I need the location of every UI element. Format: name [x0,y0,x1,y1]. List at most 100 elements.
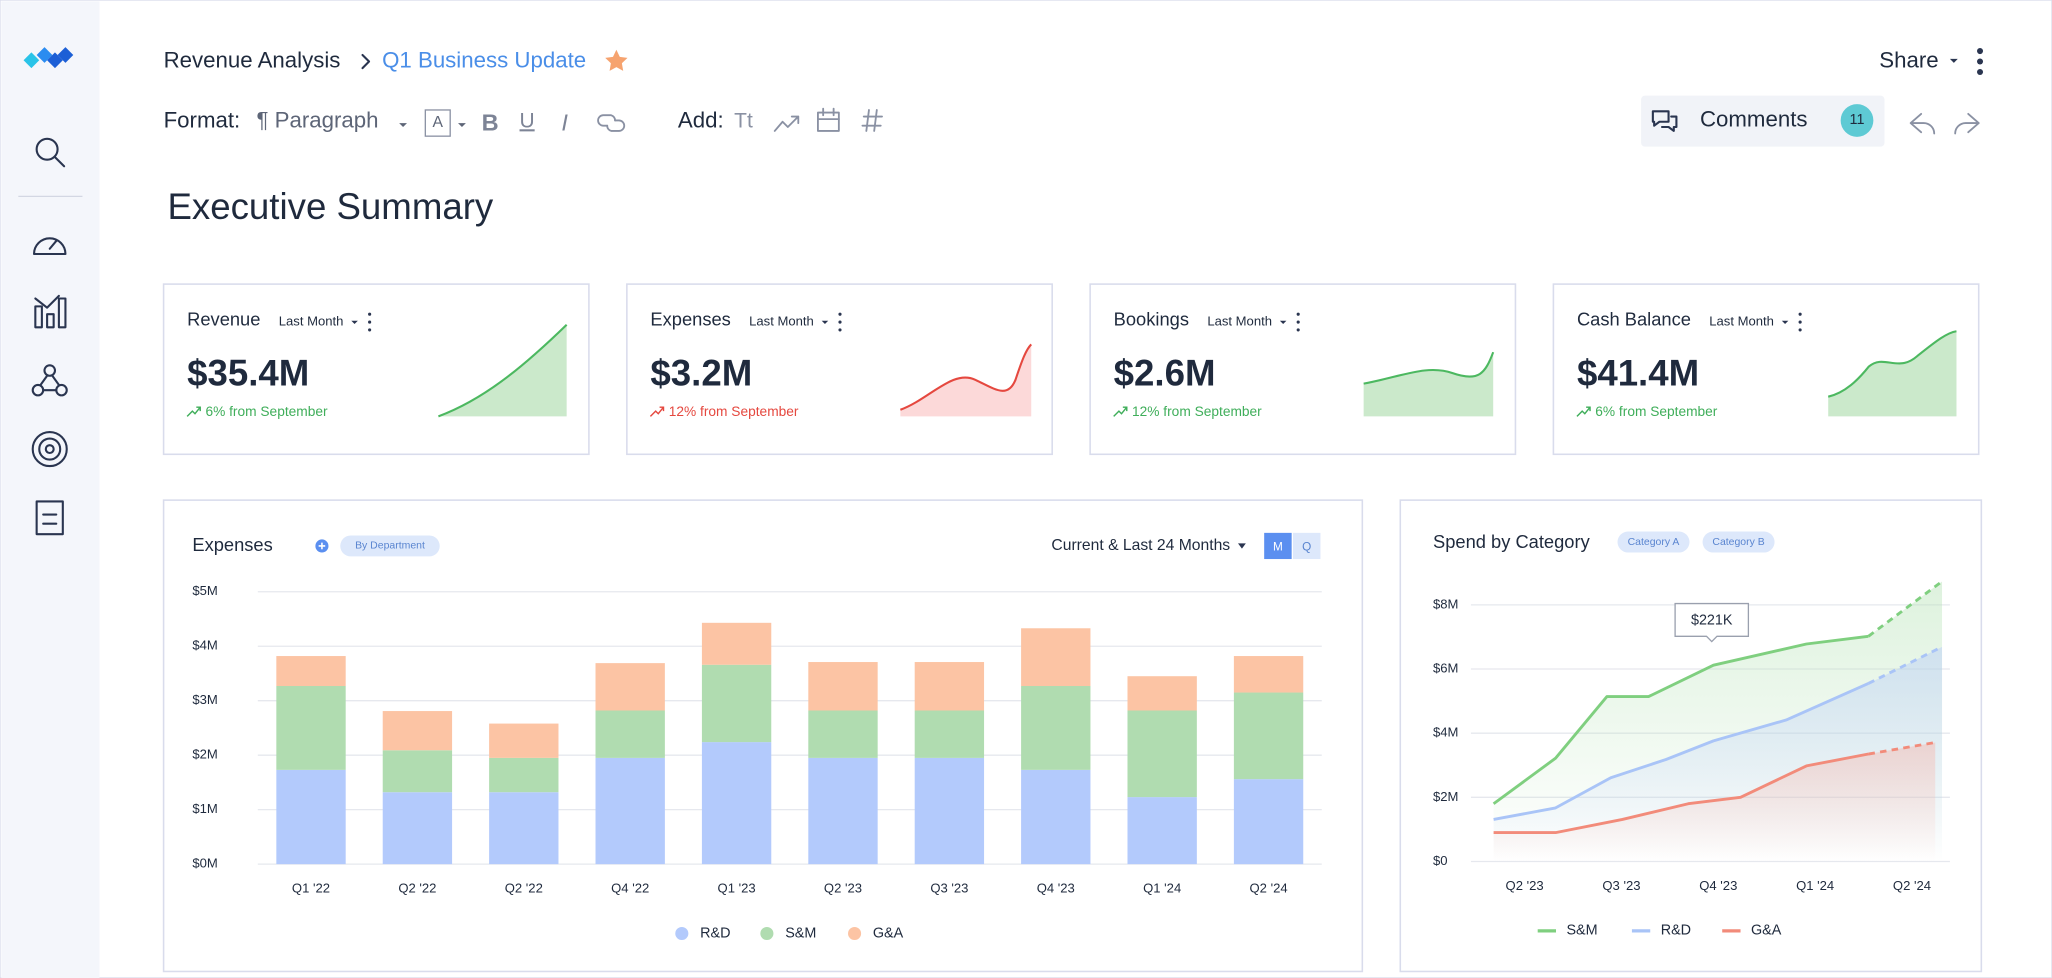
series-line [1493,752,1869,835]
share-button[interactable]: Share [1879,47,1938,72]
kpi-change: 6% from September [205,404,328,419]
sidebar [1,1,100,978]
kpi-menu-dot [1296,312,1300,316]
period-toggle[interactable] [1264,532,1292,560]
bar-segment [1127,710,1197,798]
sparklines [438,323,1957,418]
y-tick-label: $3M [192,692,217,707]
bar-segment [808,757,878,865]
bar-segment [1021,685,1091,770]
search-icon[interactable] [35,137,66,168]
kpi-menu-dot [1296,328,1300,332]
kpi-menu-dot [1798,320,1802,324]
bar-segment [1021,628,1091,686]
bar-segment [1127,797,1197,865]
filter-chip-label: Category B [1712,537,1764,548]
charts-icon[interactable] [34,294,67,329]
format-label: Format: [164,108,241,133]
legend-swatch [675,926,689,941]
x-tick-label: Q3 '23 [1602,878,1640,893]
y-tick-label: $6M [1433,660,1458,675]
forecast-line [1867,580,1943,638]
y-tick-label: $8M [1433,596,1458,611]
kpi-card [626,283,1053,456]
bar-segment [1233,656,1304,693]
filter-chip[interactable] [1617,531,1690,553]
kpi-menu-dot [368,328,372,332]
add-label: Add: [678,108,724,133]
paragraph-select[interactable]: ¶ Paragraph [257,108,379,133]
kpi-change: 12% from September [669,404,799,419]
x-tick-label: Q3 '23 [930,880,968,895]
kpi-title: Bookings [1114,309,1189,330]
kpi-menu-dot [838,320,842,324]
sparkline [1363,351,1495,385]
bar-segment [489,723,559,758]
bar-segment [1127,676,1197,711]
star-icon[interactable] [605,49,628,71]
comment-badge [1840,104,1874,137]
legend-swatch [760,926,774,941]
tooltip-label: $221K [1691,612,1733,628]
bar-segment [914,710,985,758]
undo-button[interactable] [1909,112,1936,135]
bar-segment [276,685,346,770]
breadcrumb[interactable]: Revenue Analysis [164,47,341,72]
breadcrumb-chevron [361,53,371,70]
date-tool[interactable] [817,107,840,132]
link-button[interactable] [597,114,626,132]
kpi-trend-icon [186,406,201,417]
legend-label: S&M [1566,923,1597,939]
number-tool[interactable] [861,109,883,132]
comments-label: Comments [1700,106,1808,131]
comment-count: 11 [1850,112,1865,128]
filter-chip-label: Category A [1628,537,1680,548]
kpi-value: $2.6M [1114,352,1216,393]
bar-segment [489,757,559,793]
comments-button[interactable] [1641,95,1885,147]
range-selector[interactable]: Current & Last 24 Months [1051,537,1230,554]
kpi-menu-dot [368,312,372,316]
series-line [1493,682,1869,821]
bar-segment [701,622,772,665]
period-toggle[interactable] [1292,532,1321,560]
filter-chip[interactable] [1702,531,1775,553]
logo [23,47,74,69]
font-box[interactable] [424,109,451,137]
sparkline [1827,330,1957,398]
x-tick-label: Q2 '22 [398,880,436,895]
x-tick-label: Q4 '23 [1037,880,1075,895]
sparkline-area [1828,331,1957,417]
bar-segment [701,664,772,743]
network-icon[interactable] [31,364,68,397]
y-tick-label: $1M [192,801,217,816]
bar-segment [489,792,559,865]
bold-button[interactable]: B [482,110,499,136]
kpi-trend-icon [1113,406,1128,417]
legend-label: S&M [785,925,816,941]
sparkline-area [900,344,1032,417]
filter-chip[interactable] [340,535,440,557]
redo-button[interactable] [1954,112,1980,135]
target-icon[interactable] [31,431,68,468]
italic-button[interactable]: I [561,110,568,136]
kpi-period: Last Month [279,314,344,329]
sparkline-area [1363,352,1494,417]
period-toggle-label: Q [1302,540,1311,553]
document-name[interactable]: Q1 Business Update [382,47,586,72]
document-icon[interactable] [35,500,64,536]
trend-tool[interactable] [773,115,800,132]
more-menu[interactable] [1977,48,1984,76]
underline-button[interactable]: U [520,109,535,132]
period-toggle-label: M [1273,540,1283,553]
bar-segment [382,711,453,751]
legend-label: R&D [700,925,730,941]
bar-segment [701,742,772,865]
text-tool[interactable]: Tt [734,109,753,132]
forecast-line [1867,645,1943,685]
chart-title: Spend by Category [1433,531,1591,552]
kpi-period: Last Month [1207,314,1272,329]
kpi-period-caret [1279,320,1287,325]
dashboard-icon[interactable] [32,237,67,256]
